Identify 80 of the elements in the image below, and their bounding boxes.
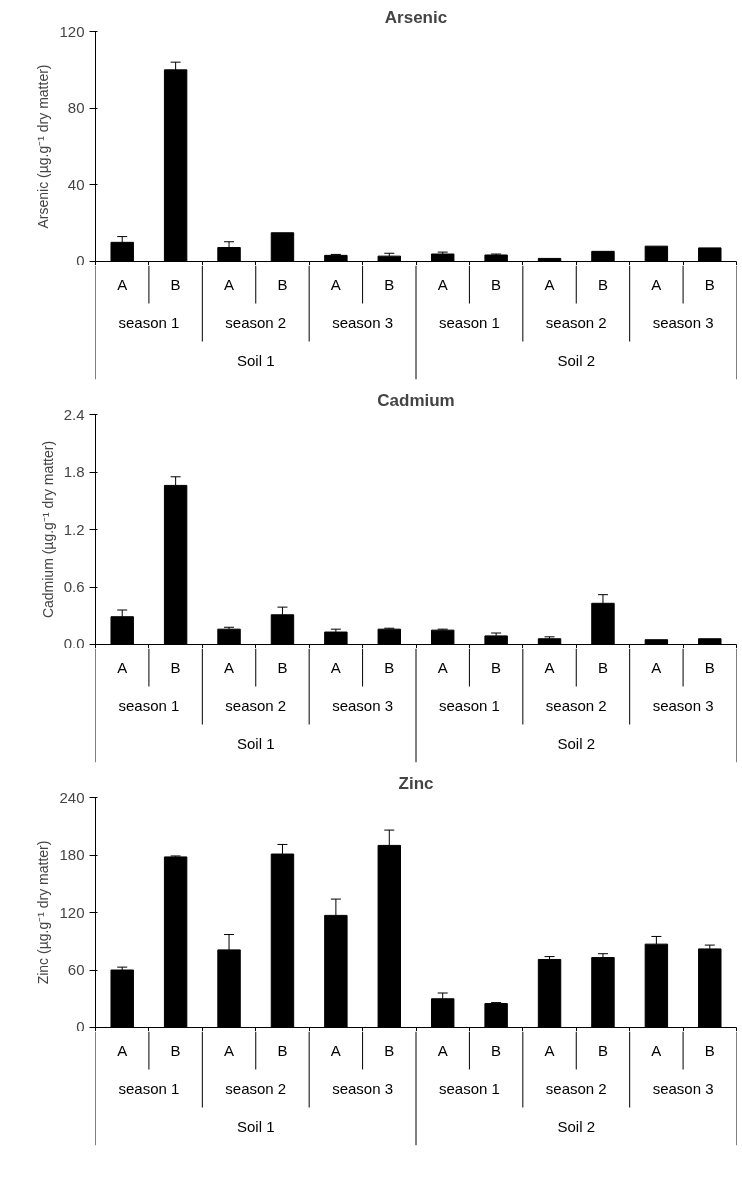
text: season 3 bbox=[652, 1080, 714, 1097]
x-tick-label: A bbox=[651, 659, 662, 676]
y-tick-label: 0.6 bbox=[63, 578, 85, 595]
x-tick-label: A bbox=[330, 276, 341, 293]
x-tick-label: B bbox=[491, 276, 502, 293]
x-tick-label: A bbox=[117, 276, 128, 293]
text: season 2 bbox=[225, 1080, 287, 1097]
x-tick-label: A bbox=[437, 1042, 448, 1059]
text: season 3 bbox=[332, 697, 394, 714]
y-axis-title: Arsenic (µg.g⁻¹ dry matter) bbox=[35, 64, 52, 229]
x-tick-label: A bbox=[330, 1042, 341, 1059]
text: season 2 bbox=[545, 314, 607, 331]
y-tick-label: 120 bbox=[59, 22, 85, 40]
x-tick-label: A bbox=[224, 276, 235, 293]
x-tick-label: B bbox=[704, 276, 715, 293]
x-tick-label: B bbox=[597, 659, 608, 676]
x-tick-label: A bbox=[544, 276, 555, 293]
x-tick-label: B bbox=[384, 1042, 395, 1059]
text: Soil 1 bbox=[236, 352, 275, 369]
text: season 2 bbox=[545, 1080, 607, 1097]
y-tick-label: 0 bbox=[76, 251, 85, 269]
y-tick-label: 1.2 bbox=[63, 520, 85, 538]
text: season 3 bbox=[652, 697, 714, 714]
text: season 1 bbox=[118, 1080, 180, 1097]
x-tick-label: A bbox=[224, 659, 235, 676]
y-tick-label: 180 bbox=[59, 846, 85, 863]
y-tick-label: 1.8 bbox=[63, 463, 85, 480]
x-tick-label: B bbox=[384, 276, 395, 293]
x-tick-label: A bbox=[651, 276, 662, 293]
y-axis-title: Zinc (µg.g⁻¹ dry matter) bbox=[35, 840, 52, 985]
text: season 2 bbox=[545, 697, 607, 714]
y-tick-label: 2.4 bbox=[63, 405, 85, 423]
y-tick-label: 60 bbox=[67, 961, 85, 978]
x-tick-label: B bbox=[491, 1042, 502, 1059]
x-tick-label: A bbox=[117, 659, 128, 676]
x-tick-label: B bbox=[597, 276, 608, 293]
text: season 1 bbox=[118, 697, 180, 714]
text: season 3 bbox=[652, 314, 714, 331]
chart-title: Zinc bbox=[398, 773, 434, 793]
text: season 1 bbox=[118, 314, 180, 331]
text: season 2 bbox=[225, 314, 287, 331]
x-tick-label: B bbox=[277, 276, 288, 293]
x-tick-label: A bbox=[437, 659, 448, 676]
text: Soil 1 bbox=[236, 735, 275, 752]
text: season 1 bbox=[438, 697, 500, 714]
y-tick-label: 0 bbox=[76, 1017, 85, 1035]
x-tick-label: A bbox=[544, 1042, 555, 1059]
x-tick-label: B bbox=[491, 659, 502, 676]
x-tick-label: B bbox=[597, 1042, 608, 1059]
x-tick-label: B bbox=[277, 1042, 288, 1059]
x-tick-label: A bbox=[651, 1042, 662, 1059]
x-tick-label: A bbox=[330, 659, 341, 676]
text: Soil 1 bbox=[236, 1118, 275, 1135]
x-tick-label: A bbox=[224, 1042, 235, 1059]
x-tick-label: B bbox=[704, 659, 715, 676]
x-tick-label: B bbox=[704, 1042, 715, 1059]
text: season 1 bbox=[438, 1080, 500, 1097]
y-tick-label: 80 bbox=[67, 99, 85, 117]
text: season 1 bbox=[438, 314, 500, 331]
y-tick-label: 0.0 bbox=[63, 634, 85, 652]
x-tick-label: A bbox=[437, 276, 448, 293]
y-tick-label: 120 bbox=[59, 903, 85, 921]
text: Soil 2 bbox=[557, 352, 596, 369]
chart-title: Arsenic bbox=[384, 7, 448, 27]
text: Soil 2 bbox=[557, 1118, 596, 1135]
text: season 2 bbox=[225, 697, 287, 714]
y-tick-label: 240 bbox=[59, 788, 85, 806]
x-tick-label: A bbox=[544, 659, 555, 676]
text: season 3 bbox=[332, 314, 394, 331]
x-tick-label: B bbox=[170, 1042, 181, 1059]
x-tick-label: A bbox=[117, 1042, 128, 1059]
text: season 3 bbox=[332, 1080, 394, 1097]
y-tick-label: 40 bbox=[67, 175, 85, 193]
text: Soil 2 bbox=[557, 735, 596, 752]
x-tick-label: B bbox=[384, 659, 395, 676]
x-tick-label: B bbox=[170, 276, 181, 293]
y-axis-title: Cadmium (µg.g⁻¹ dry matter) bbox=[39, 440, 56, 619]
chart-title: Cadmium bbox=[377, 390, 455, 410]
x-tick-label: B bbox=[170, 659, 181, 676]
x-tick-label: B bbox=[277, 659, 288, 676]
